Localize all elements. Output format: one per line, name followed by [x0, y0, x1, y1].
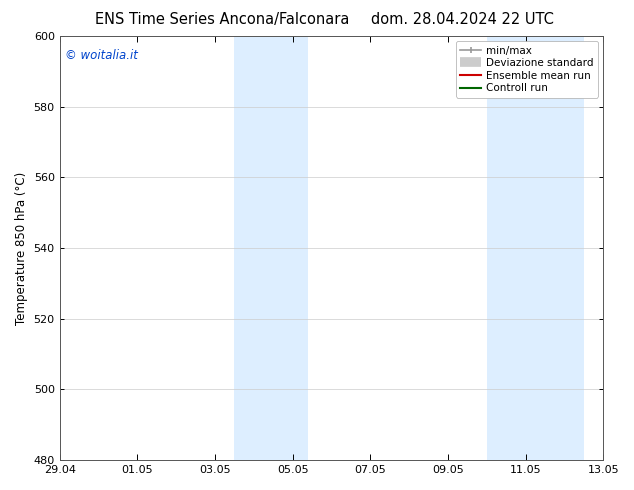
Bar: [487, 36, 584, 460]
Text: dom. 28.04.2024 22 UTC: dom. 28.04.2024 22 UTC: [372, 12, 554, 27]
Y-axis label: Temperature 850 hPa (°C): Temperature 850 hPa (°C): [15, 172, 28, 325]
Legend: min/max, Deviazione standard, Ensemble mean run, Controll run: min/max, Deviazione standard, Ensemble m…: [456, 41, 598, 98]
Bar: [235, 36, 308, 460]
Text: ENS Time Series Ancona/Falconara: ENS Time Series Ancona/Falconara: [94, 12, 349, 27]
Text: © woitalia.it: © woitalia.it: [65, 49, 138, 62]
